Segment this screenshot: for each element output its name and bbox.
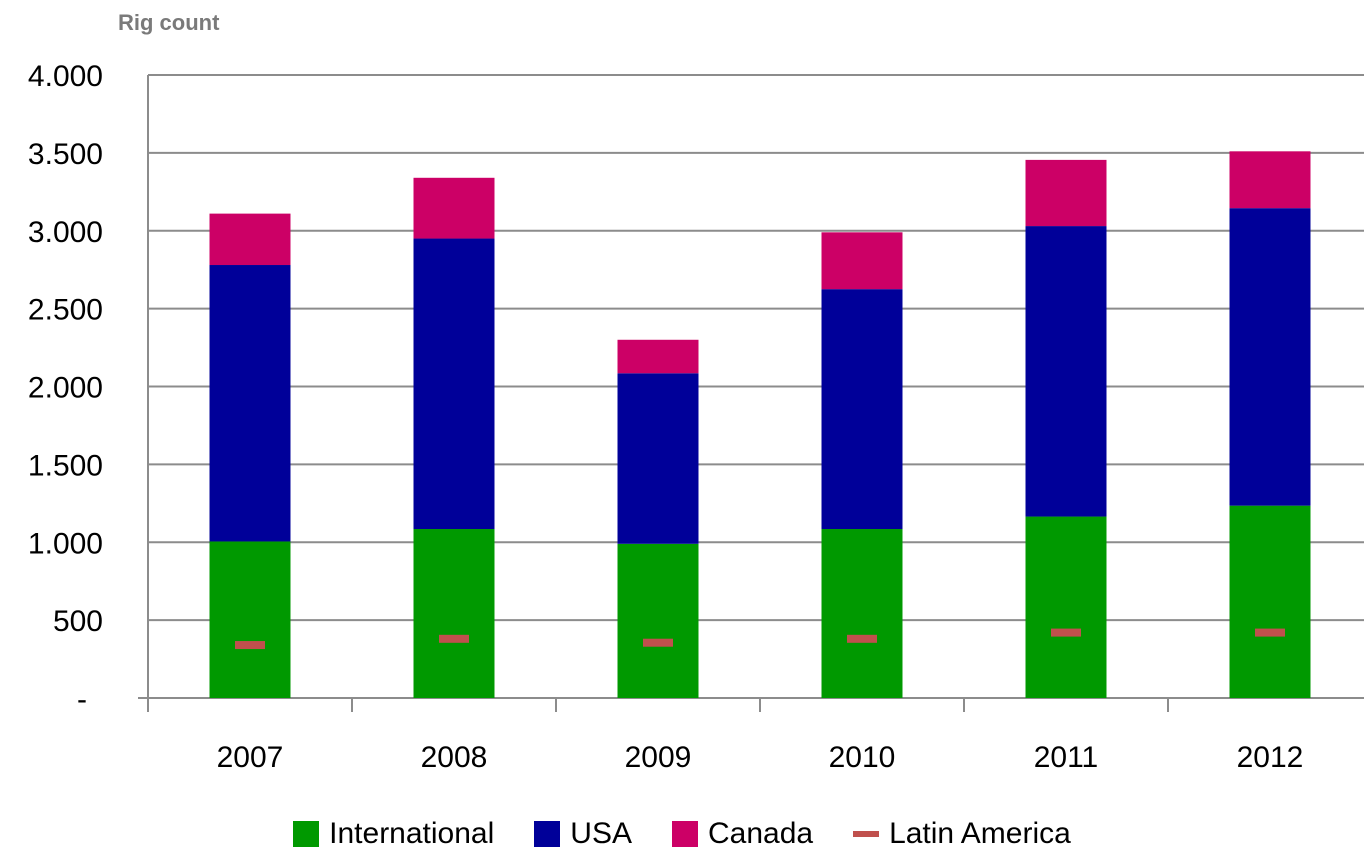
legend-label: Canada [707,817,814,850]
chart-plot: Rig count - 500 1.000 1.500 2.000 2.500 3.000 3.… [28,10,1364,774]
legend-item: Latin America [853,817,1071,851]
y-tick-label: 500 [53,605,103,638]
x-tick-label: 2008 [421,741,488,774]
legend-line-swatch [853,831,880,837]
x-tick-label: 2012 [1237,741,1304,774]
x-tick-label: 2011 [1034,741,1099,774]
bar-usa [413,238,495,530]
x-tick-label: 2009 [625,741,692,774]
legend-item: USA [534,817,632,851]
bar-canada [1229,151,1311,209]
bar-canada [617,339,699,374]
legend-swatch [293,821,320,847]
bar-international [1229,505,1311,698]
x-tick-label: 2007 [217,741,284,774]
legend-item: Canada [671,817,814,851]
y-axis-title: Rig count [118,10,220,35]
bar-canada [413,177,495,239]
bar-international [209,541,291,698]
bar-usa [209,265,291,542]
legend-item: International [293,817,494,851]
bar-canada [1025,159,1107,227]
y-tick-label: - [77,683,87,716]
bar-usa [821,289,903,530]
marker-latin-america [847,634,877,643]
legend-swatch [671,821,698,847]
y-tick-label: 2.000 [28,372,103,405]
legend-swatch [534,821,561,847]
y-tick-label: 3.500 [28,138,103,171]
bar-international [821,529,903,698]
y-tick-label: 1.000 [28,527,103,560]
legend-label: USA [570,817,632,850]
legend-label: International [329,817,495,850]
marker-latin-america [1051,628,1081,637]
marker-latin-america [643,638,673,647]
marker-latin-america [1255,628,1285,637]
bar-usa [1025,226,1107,517]
y-tick-label: 4.000 [28,60,103,93]
legend-label: Latin America [889,817,1071,850]
marker-latin-america [235,641,265,650]
bar-usa [617,373,699,544]
bar-canada [821,232,903,290]
bar-international [617,543,699,698]
y-tick-label: 1.500 [28,449,103,482]
bar-usa [1229,208,1311,506]
bar-international [1025,516,1107,698]
x-tick-label: 2010 [829,741,896,774]
marker-latin-america [439,634,469,643]
y-tick-label: 2.500 [28,294,103,327]
bar-international [413,529,495,698]
bar-canada [209,213,291,266]
y-tick-label: 3.000 [28,216,103,249]
chart-legend: International USA Canada Latin America [0,812,1364,856]
